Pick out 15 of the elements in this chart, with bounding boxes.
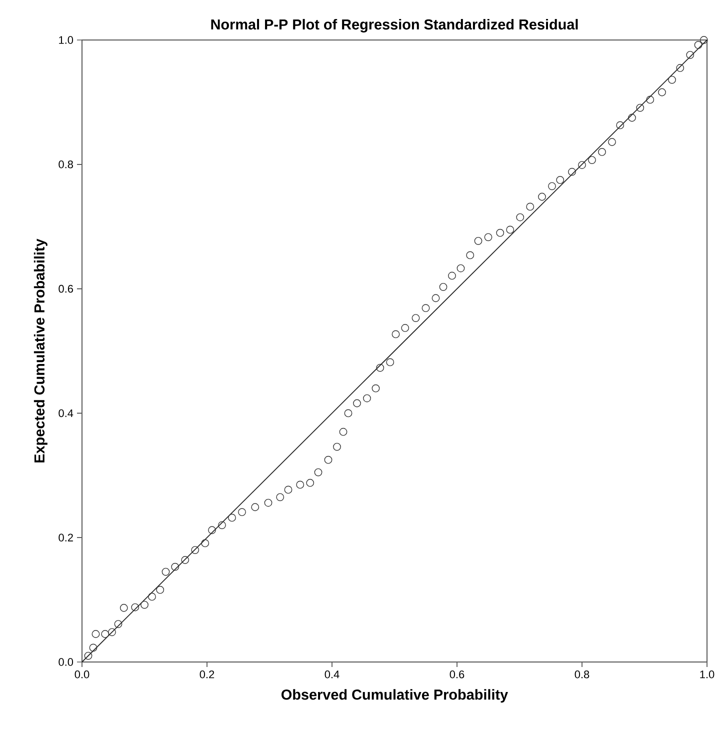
x-tick-label: 1.0 (700, 670, 714, 678)
y-tick-label: 0.8 (58, 160, 73, 168)
chart-title: Normal P-P Plot of Regression Standardized Residual (211, 18, 578, 32)
y-tick-label: 0.6 (58, 284, 73, 293)
y-tick-label: 0.0 (58, 658, 74, 666)
x-tick-label: 0.0 (74, 670, 90, 678)
y-tick-label: 1.0 (59, 36, 74, 44)
x-tick-label: 0.4 (324, 670, 340, 678)
x-tick-label: 0.2 (200, 670, 214, 678)
x-tick-label: 0.8 (574, 670, 590, 678)
y-axis-title: Expected Cumulative Probability (34, 238, 48, 462)
x-tick-label: 0.6 (450, 670, 464, 678)
x-axis-title: Observed Cumulative Probability (282, 689, 508, 703)
y-tick-label: 0.2 (58, 534, 73, 542)
y-tick-label: 0.4 (58, 409, 74, 418)
